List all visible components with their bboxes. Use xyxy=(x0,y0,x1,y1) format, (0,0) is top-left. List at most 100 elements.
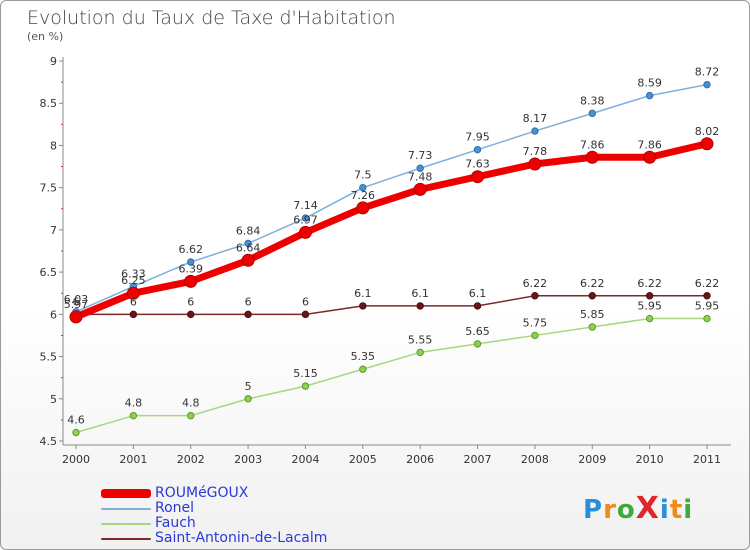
chart-title: Evolution du Taux de Taxe d'Habitation xyxy=(27,7,396,29)
y-tick-label: 7.5 xyxy=(40,182,58,195)
data-label: 6 xyxy=(245,295,252,308)
series-line xyxy=(75,83,708,313)
data-point xyxy=(416,302,424,310)
data-label: 5.85 xyxy=(580,308,605,321)
data-point xyxy=(645,314,654,323)
data-label: 8.72 xyxy=(695,66,720,79)
data-point xyxy=(301,310,310,319)
data-point xyxy=(471,170,485,184)
data-label: 6.33 xyxy=(121,267,146,280)
data-label: 6.1 xyxy=(354,287,372,300)
data-point xyxy=(301,382,310,390)
data-label: 6 xyxy=(130,295,137,308)
logo-letter: X xyxy=(635,491,660,526)
x-tick-label: 2003 xyxy=(234,453,262,466)
data-point xyxy=(126,286,140,300)
y-tick-label: 6 xyxy=(50,308,57,321)
x-tick-label: 2000 xyxy=(62,453,90,466)
y-tick-label: 5.5 xyxy=(40,351,58,364)
data-point xyxy=(643,150,657,164)
data-label: 6.62 xyxy=(178,243,203,256)
logo-letter: P xyxy=(583,495,604,525)
data-label: 6.22 xyxy=(637,277,662,290)
data-label: 4.8 xyxy=(182,397,200,410)
data-label: 7.78 xyxy=(523,145,548,158)
logo-letter: i xyxy=(683,495,694,525)
data-label: 7.26 xyxy=(351,189,376,202)
data-point xyxy=(301,214,310,222)
data-label: 6.25 xyxy=(121,274,146,287)
y-tick-label: 5 xyxy=(50,393,57,406)
data-point xyxy=(588,292,596,300)
chart-subtitle: (en %) xyxy=(27,30,64,43)
data-label: 6 xyxy=(73,295,80,308)
data-point xyxy=(588,323,596,331)
data-point xyxy=(184,274,198,288)
data-label: 5.55 xyxy=(408,333,433,346)
proxiti-logo: ProXiti xyxy=(583,491,693,526)
data-label: 6.1 xyxy=(469,287,487,300)
data-label: 5.97 xyxy=(64,298,89,311)
logo-letter: o xyxy=(616,495,636,525)
x-tick-label: 2002 xyxy=(177,453,205,466)
data-point xyxy=(473,145,482,154)
data-label: 6.39 xyxy=(178,262,203,275)
data-point xyxy=(416,164,424,172)
data-point xyxy=(528,157,542,171)
data-label: 7.73 xyxy=(408,149,433,162)
logo-letter: t xyxy=(669,495,684,525)
data-point xyxy=(129,411,138,420)
data-label: 6 xyxy=(187,295,194,308)
legend-swatch-ronel xyxy=(101,507,151,510)
y-tick-label: 9 xyxy=(50,55,57,68)
y-tick-label: 4.5 xyxy=(40,435,58,448)
legend-item-saint-antonin: Saint-Antonin-de-Lacalm xyxy=(101,531,327,546)
data-label: 5 xyxy=(245,380,252,393)
data-point xyxy=(69,310,83,324)
data-point xyxy=(241,253,255,267)
y-tick-label: 7 xyxy=(50,224,57,237)
legend-label-saint-antonin: Saint-Antonin-de-Lacalm xyxy=(155,530,328,546)
legend-label-fauch: Fauch xyxy=(155,515,196,531)
data-point xyxy=(187,310,195,319)
data-point xyxy=(356,201,370,215)
data-point xyxy=(359,365,367,373)
data-label: 5.35 xyxy=(351,350,376,363)
data-label: 7.63 xyxy=(465,158,490,171)
x-tick-label: 2009 xyxy=(578,453,606,466)
data-point xyxy=(531,331,539,340)
legend-label-ronel: Ronel xyxy=(155,500,195,516)
data-label: 7.48 xyxy=(408,170,433,183)
data-label: 6.1 xyxy=(411,287,429,300)
data-label: 5.95 xyxy=(695,300,720,313)
data-label: 7.5 xyxy=(354,169,372,182)
logo-letter: r xyxy=(603,495,617,525)
data-point xyxy=(473,340,482,348)
x-tick-label: 2004 xyxy=(291,453,319,466)
x-tick-label: 2010 xyxy=(636,453,664,466)
x-tick-label: 2005 xyxy=(349,453,377,466)
data-point xyxy=(700,137,714,151)
data-point xyxy=(359,183,367,192)
logo-letter: i xyxy=(659,495,670,525)
data-label: 6.22 xyxy=(695,277,720,290)
data-label: 7.86 xyxy=(580,138,605,151)
data-point xyxy=(703,292,711,300)
legend-swatch-roumegoux xyxy=(101,489,151,498)
series-line xyxy=(75,317,708,434)
y-tick-label: 8.5 xyxy=(40,97,58,110)
data-point xyxy=(531,127,539,135)
x-tick-label: 2008 xyxy=(521,453,549,466)
data-label: 5.75 xyxy=(523,316,548,329)
data-point xyxy=(531,292,539,300)
legend-item-fauch: Fauch xyxy=(101,516,327,531)
data-label: 6 xyxy=(302,295,309,308)
data-point xyxy=(473,302,482,310)
legend-item-ronel: Ronel xyxy=(101,501,327,516)
data-point xyxy=(703,314,711,323)
data-label: 8.38 xyxy=(580,94,605,107)
data-point xyxy=(413,182,427,196)
data-label: 7.95 xyxy=(465,131,490,144)
